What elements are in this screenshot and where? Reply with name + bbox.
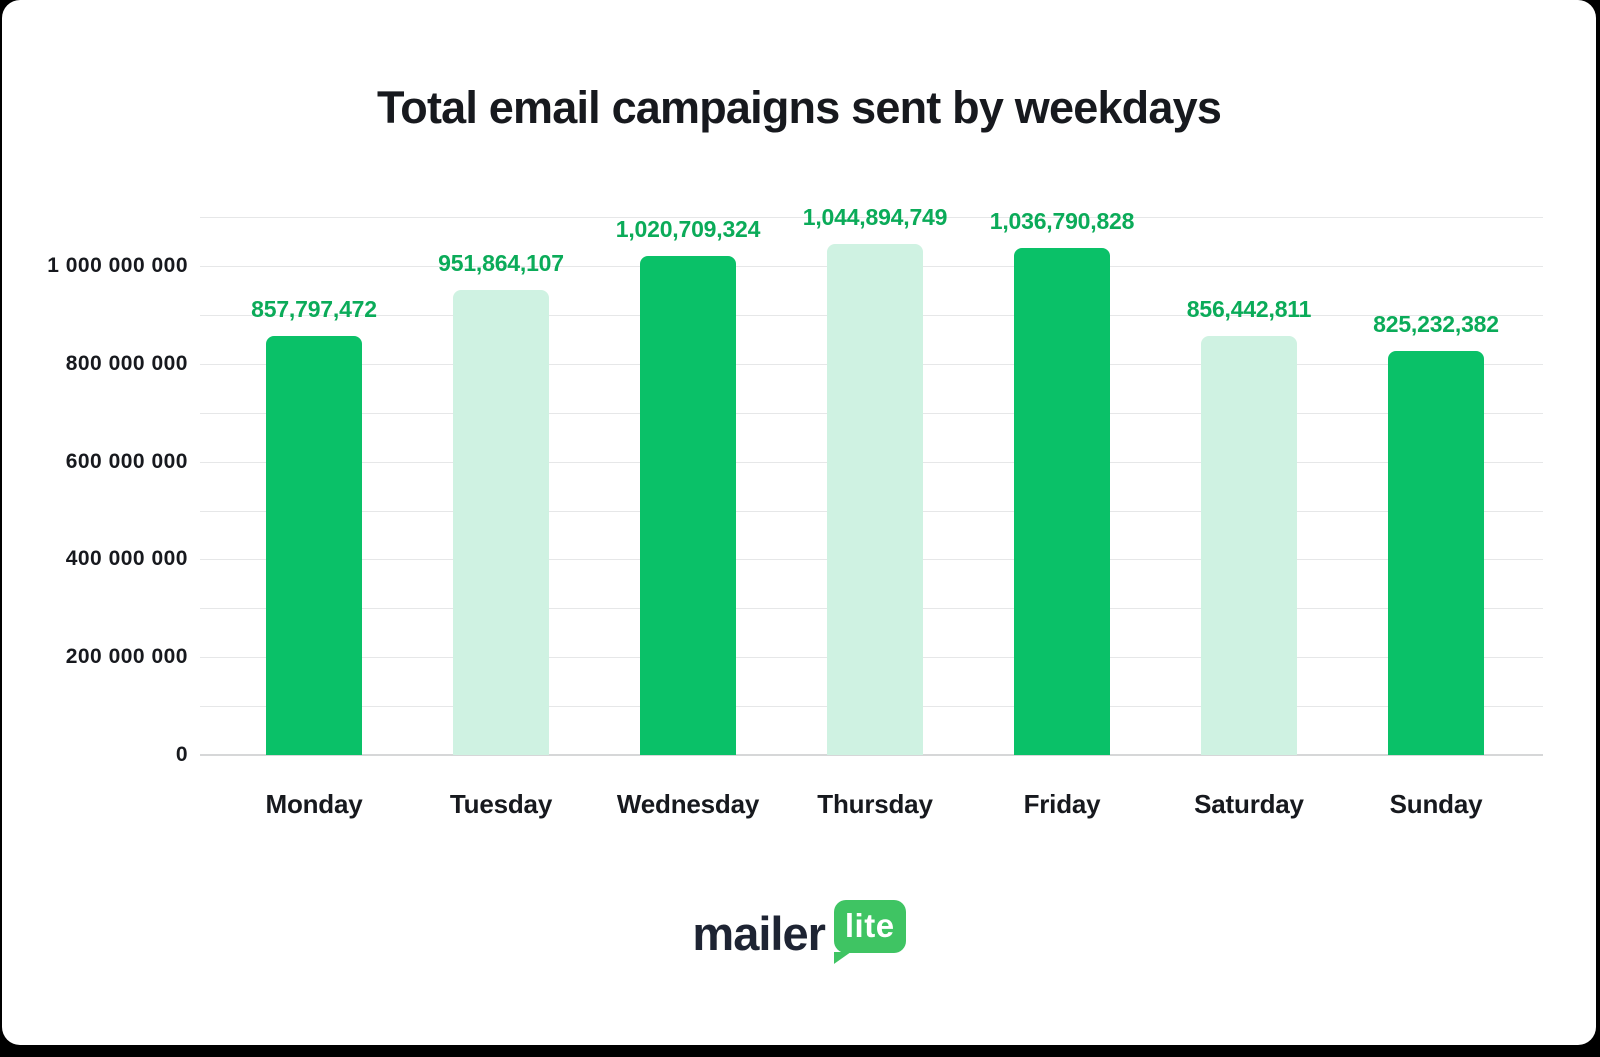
logo-lite-bubble: lite [833,900,906,964]
x-tick-label-thursday: Thursday [817,789,933,819]
x-axis: Monday Tuesday Wednesday Thursday Friday Satu… [200,789,1543,829]
bar-tuesday [453,289,549,755]
bar-value-label: 951,864,107 [438,249,564,276]
y-tick-label: 1 000 000 000 [47,253,188,277]
bar-value-label: 825,232,382 [1373,311,1499,338]
plot-area: 857,797,472 951,864,107 1,020,709,324 1,044… [200,204,1543,756]
x-tick-label-wednesday: Wednesday [616,789,760,819]
logo-lite-text: lite [844,907,895,944]
logo-mailer-text: mailer [692,907,825,960]
speech-bubble-tail-icon [833,952,851,964]
mailerlite-logo: mailer lite [2,896,1596,964]
y-tick-label: 0 [175,743,188,766]
bar-thursday [827,244,923,755]
x-tick-label-saturday: Saturday [1194,789,1304,819]
y-tick-label: 800 000 000 [65,351,188,375]
bar-saturday [1201,336,1297,755]
y-tick-label: 400 000 000 [65,547,188,571]
bar-value-label: 857,797,472 [251,295,377,322]
x-tick-label-sunday: Sunday [1389,789,1483,819]
chart-title: Total email campaigns sent by weekdays [376,82,1222,133]
x-tick-label-friday: Friday [1023,789,1101,819]
bar-wednesday [640,255,736,755]
gridline [200,217,1543,218]
y-axis: 0 200 000 000 400 000 000 600 000 000 800 00… [2,217,188,766]
bar-value-label: 1,044,894,749 [802,204,948,230]
bar-value-label: 856,442,811 [1186,296,1312,323]
x-axis-baseline [200,754,1543,756]
y-tick-label: 200 000 000 [65,645,188,669]
x-tick-label-tuesday: Tuesday [449,789,553,819]
y-tick-label: 600 000 000 [65,449,188,473]
bar-monday [266,335,362,755]
x-tick-label-monday: Monday [265,789,363,819]
bar-value-label: 1,036,790,828 [989,207,1135,234]
bar-value-label: 1,020,709,324 [615,215,761,242]
bar-friday [1014,247,1110,755]
bar-sunday [1388,351,1484,755]
